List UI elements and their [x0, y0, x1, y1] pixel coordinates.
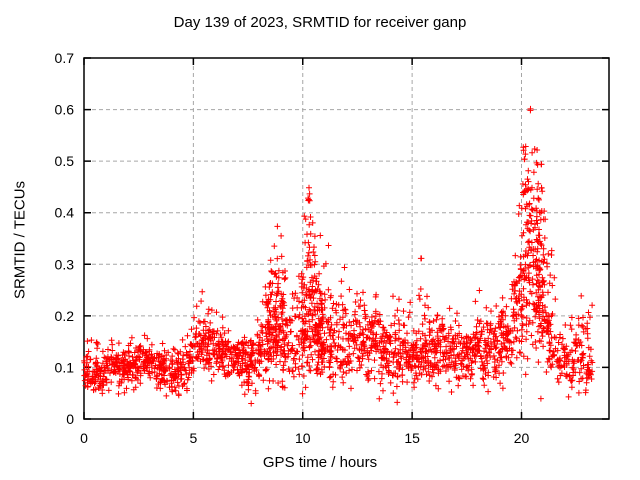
y-tick-label: 0.6 [55, 102, 75, 118]
chart-title: Day 139 of 2023, SRMTID for receiver gan… [173, 14, 467, 31]
y-tick-label: 0.3 [55, 256, 75, 272]
x-tick-label: 15 [404, 430, 420, 446]
x-tick-label: 5 [189, 430, 197, 446]
x-tick-label: 0 [80, 430, 88, 446]
y-tick-label: 0.7 [55, 50, 75, 66]
y-tick-label: 0.2 [55, 308, 75, 324]
y-tick-label: 0.5 [55, 153, 75, 169]
x-tick-label: 20 [514, 430, 530, 446]
x-axis-label: GPS time / hours [262, 454, 378, 471]
scatter-points [81, 105, 596, 407]
x-tick-label: 10 [295, 430, 311, 446]
y-tick-label: 0.1 [55, 359, 75, 375]
y-tick-label: 0.4 [55, 205, 75, 221]
y-tick-label: 0 [66, 411, 74, 427]
plot-border [83, 57, 610, 420]
